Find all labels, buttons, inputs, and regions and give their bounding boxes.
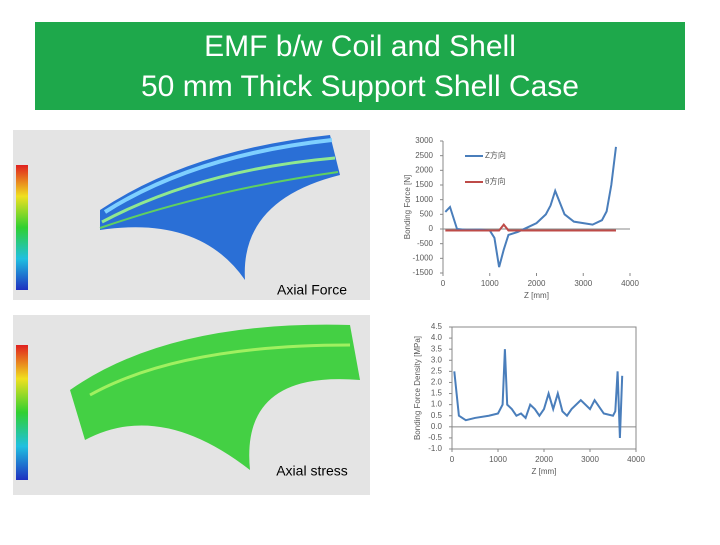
series-line bbox=[453, 349, 624, 438]
y-tick-label: 4.5 bbox=[431, 322, 443, 331]
x-tick-label: 4000 bbox=[627, 455, 645, 464]
y-tick-label: -1.0 bbox=[428, 444, 442, 453]
x-tick-label: 1000 bbox=[481, 279, 499, 288]
y-tick-label: 3.0 bbox=[431, 355, 443, 364]
y-tick-label: 4.0 bbox=[431, 333, 443, 342]
y-tick-label: -0.5 bbox=[428, 433, 442, 442]
series-line bbox=[445, 222, 616, 232]
legend-label: θ方向 bbox=[485, 176, 505, 186]
y-tick-label: 2.5 bbox=[431, 366, 443, 375]
y-tick-label: 0.0 bbox=[431, 422, 443, 431]
x-tick-label: 1000 bbox=[489, 455, 507, 464]
x-tick-label: 3000 bbox=[574, 279, 592, 288]
y-tick-label: -1500 bbox=[413, 268, 434, 277]
fea-image: Axial stress bbox=[13, 315, 370, 495]
y-axis-title: Bonding Force Density [MPa] bbox=[413, 336, 422, 440]
y-tick-label: 2000 bbox=[415, 165, 433, 174]
y-axis-title: Bonding Force [N] bbox=[403, 175, 412, 239]
fea-image: Axial Force bbox=[13, 130, 370, 300]
y-tick-label: 3000 bbox=[415, 136, 433, 145]
y-tick-label: 1500 bbox=[415, 180, 433, 189]
image-caption: Axial Force bbox=[277, 282, 347, 298]
x-tick-label: 2000 bbox=[535, 455, 553, 464]
x-tick-label: 2000 bbox=[528, 279, 546, 288]
series-line bbox=[444, 146, 617, 268]
x-tick-label: 0 bbox=[450, 455, 455, 464]
x-axis-title: Z [mm] bbox=[532, 467, 557, 476]
y-tick-label: 1000 bbox=[415, 195, 433, 204]
x-tick-label: 4000 bbox=[621, 279, 639, 288]
y-tick-label: 0.5 bbox=[431, 411, 443, 420]
y-tick-label: 2500 bbox=[415, 151, 433, 160]
x-axis-title: Z [mm] bbox=[524, 291, 549, 300]
title-line: EMF b/w Coil and Shell bbox=[204, 30, 516, 63]
image-caption: Axial stress bbox=[276, 463, 348, 479]
y-tick-label: 0 bbox=[429, 224, 434, 233]
y-tick-label: -500 bbox=[417, 239, 434, 248]
x-tick-label: 0 bbox=[441, 279, 446, 288]
y-tick-label: 500 bbox=[420, 209, 434, 218]
y-tick-label: 1.5 bbox=[431, 389, 443, 398]
y-tick-label: 1.0 bbox=[431, 400, 443, 409]
title-banner bbox=[35, 22, 685, 110]
title-line: 50 mm Thick Support Shell Case bbox=[141, 70, 579, 103]
y-tick-label: -1000 bbox=[413, 253, 434, 262]
legend-label: Z方向 bbox=[485, 150, 506, 160]
x-tick-label: 3000 bbox=[581, 455, 599, 464]
plot-frame bbox=[451, 326, 637, 450]
y-tick-label: 3.5 bbox=[431, 344, 443, 353]
y-tick-label: 2.0 bbox=[431, 378, 443, 387]
